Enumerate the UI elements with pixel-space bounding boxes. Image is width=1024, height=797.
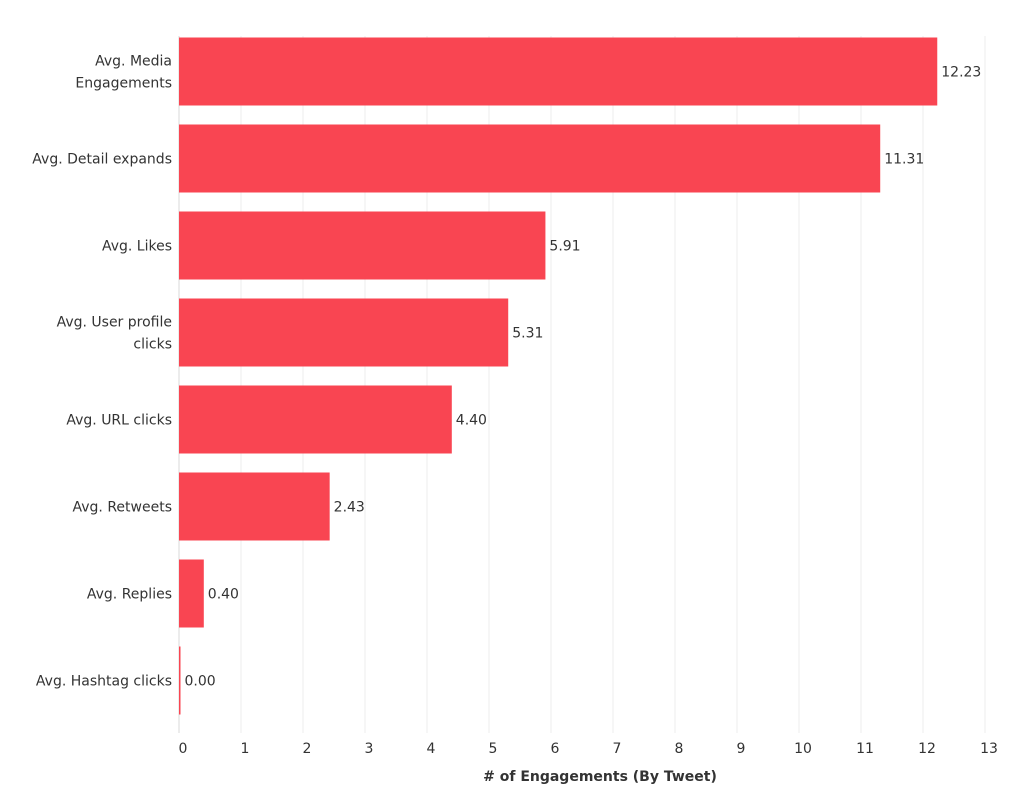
x-axis-ticks: 0 1 2 3 4 5 6 7 8 9 10 11 12 13 (179, 741, 998, 757)
x-tick-label: 10 (794, 741, 812, 757)
x-tick-label: 8 (675, 741, 684, 757)
value-labels: 12.23 11.31 5.91 5.31 4.40 2.43 0.40 0.00 (185, 65, 982, 690)
x-tick-label: 9 (737, 741, 746, 757)
x-tick-label: 7 (613, 741, 622, 757)
value-label: 5.91 (549, 239, 580, 255)
bar-3 (179, 211, 546, 280)
value-label: 12.23 (941, 65, 981, 81)
bar-1 (179, 37, 938, 106)
category-label: Avg. Media Engagements (75, 54, 172, 92)
category-label: Avg. Hashtag clicks (36, 674, 172, 690)
x-tick-label: 2 (303, 741, 312, 757)
category-label-line: Avg. Replies (87, 587, 172, 603)
bar-5 (179, 385, 452, 454)
bar-4 (179, 298, 509, 367)
category-label-line: Avg. Likes (102, 239, 172, 255)
bar-2 (179, 124, 881, 193)
category-label: Avg. URL clicks (66, 413, 172, 429)
category-label: Avg. Likes (102, 239, 172, 255)
bar-8 (179, 646, 181, 715)
bars (179, 37, 938, 715)
x-tick-label: 1 (241, 741, 250, 757)
value-label: 11.31 (884, 152, 924, 168)
x-tick-label: 3 (365, 741, 374, 757)
x-tick-label: 12 (918, 741, 936, 757)
category-label: Avg. Detail expands (32, 152, 172, 168)
category-label-line: Avg. User profile (57, 315, 172, 331)
category-labels: Avg. Media Engagements Avg. Detail expands… (32, 54, 172, 690)
value-label: 2.43 (334, 500, 365, 516)
category-label-line: Avg. Retweets (73, 500, 173, 516)
category-label-line: clicks (133, 337, 172, 353)
value-label: 4.40 (456, 413, 487, 429)
category-label-line: Avg. Detail expands (32, 152, 172, 168)
category-label: Avg. User profile clicks (57, 315, 172, 353)
category-label-line: Avg. Hashtag clicks (36, 674, 172, 690)
x-tick-label: 0 (179, 741, 188, 757)
value-label: 0.40 (208, 587, 239, 603)
bar-6 (179, 472, 330, 541)
category-label: Avg. Replies (87, 587, 172, 603)
value-label: 0.00 (185, 674, 216, 690)
category-label-line: Avg. URL clicks (66, 413, 172, 429)
category-label-line: Engagements (75, 76, 172, 92)
x-tick-label: 4 (427, 741, 436, 757)
value-label: 5.31 (512, 326, 543, 342)
x-tick-label: 13 (980, 741, 998, 757)
x-tick-label: 5 (489, 741, 498, 757)
category-label-line: Avg. Media (95, 54, 172, 70)
x-tick-label: 11 (856, 741, 874, 757)
category-label: Avg. Retweets (73, 500, 173, 516)
x-tick-label: 6 (551, 741, 560, 757)
x-axis-title: # of Engagements (By Tweet) (483, 769, 717, 785)
bar-7 (179, 559, 204, 628)
